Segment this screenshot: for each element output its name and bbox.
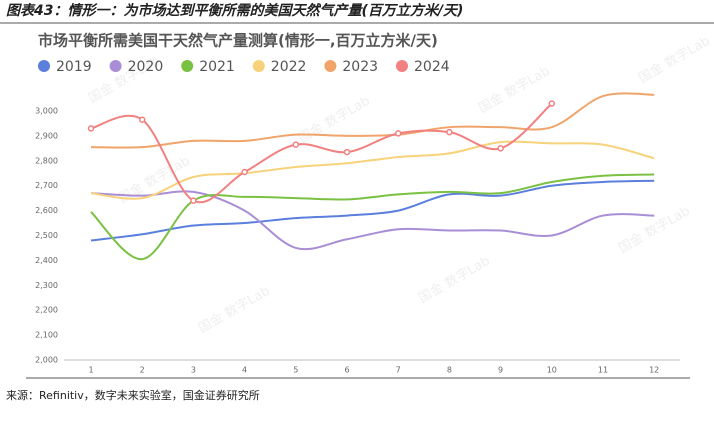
y-tick-label: 3,000 bbox=[35, 107, 58, 116]
watermark: 国金 数字Lab bbox=[416, 253, 493, 307]
series-line bbox=[90, 173, 655, 261]
y-tick-label: 2,300 bbox=[35, 281, 58, 290]
legend-label: 2021 bbox=[199, 59, 235, 75]
legend-label: 2022 bbox=[271, 59, 307, 75]
point bbox=[394, 130, 402, 137]
point bbox=[497, 145, 504, 152]
series-line bbox=[90, 140, 655, 200]
y-tick-label: 2,200 bbox=[35, 306, 58, 315]
x-tick-label: 5 bbox=[293, 366, 298, 375]
y-tick-label: 2,700 bbox=[35, 181, 58, 190]
x-tick-label: 2 bbox=[140, 366, 145, 375]
chart-title: 市场平衡所需美国干天然气产量测算(情形一,百万立方米/天) bbox=[38, 32, 438, 50]
series-line bbox=[90, 179, 655, 242]
point bbox=[292, 141, 300, 148]
x-tick-label: 6 bbox=[344, 366, 349, 375]
point bbox=[138, 116, 146, 123]
legend-marker bbox=[252, 60, 265, 72]
source: 来源：Refinitiv，数字未来实验室，国金证券研究所 bbox=[6, 388, 260, 402]
point bbox=[241, 168, 248, 176]
point bbox=[548, 100, 556, 107]
x-tick-label: 1 bbox=[88, 366, 93, 375]
legend-marker bbox=[181, 60, 194, 72]
x-tick-label: 9 bbox=[498, 366, 503, 375]
watermark: 国金 数字Lab bbox=[476, 63, 553, 117]
y-tick-label: 2,400 bbox=[35, 256, 58, 265]
point bbox=[446, 128, 453, 136]
watermark: 国金 数字Lab bbox=[616, 203, 693, 257]
y-tick-label: 2,800 bbox=[35, 156, 58, 165]
y-tick-label: 2,600 bbox=[35, 206, 58, 215]
legend-label: 2023 bbox=[342, 59, 378, 75]
caption: 图表43：情形一：为市场达到平衡所需的美国天然气产量(百万立方米/天) bbox=[6, 2, 463, 19]
x-tick-label: 12 bbox=[649, 366, 659, 375]
point bbox=[190, 197, 197, 204]
x-tick-label: 4 bbox=[242, 366, 247, 375]
legend-marker bbox=[109, 60, 122, 72]
x-tick-label: 10 bbox=[547, 366, 557, 375]
legend-label: 2019 bbox=[56, 59, 92, 75]
y-tick-label: 2,500 bbox=[35, 231, 58, 240]
x-tick-label: 7 bbox=[396, 366, 401, 375]
legend-marker bbox=[324, 60, 337, 72]
watermark: 国金 数字Lab bbox=[196, 283, 273, 337]
y-tick-label: 2,100 bbox=[35, 331, 58, 340]
watermark: 国金 数字Lab bbox=[636, 33, 713, 87]
x-tick-label: 8 bbox=[447, 366, 452, 375]
y-tick-label: 2,900 bbox=[35, 131, 58, 140]
legend-marker bbox=[396, 60, 408, 72]
legend-marker bbox=[38, 60, 50, 72]
y-tick-label: 2,000 bbox=[35, 356, 58, 365]
x-tick-label: 3 bbox=[191, 366, 196, 375]
watermark: 国金 数字Lab bbox=[296, 93, 373, 147]
series-line bbox=[90, 190, 655, 251]
point bbox=[87, 125, 95, 132]
series-line bbox=[90, 92, 655, 149]
legend-label: 2024 bbox=[414, 59, 450, 75]
legend-label: 2020 bbox=[128, 59, 164, 75]
point bbox=[343, 148, 351, 156]
series-line bbox=[90, 102, 553, 204]
x-tick-label: 11 bbox=[598, 366, 608, 375]
